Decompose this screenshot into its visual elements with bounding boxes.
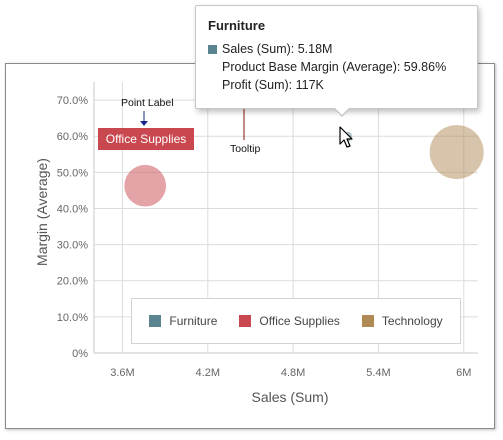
y-axis-label: Margin (Average) [34, 158, 50, 266]
point-technology[interactable] [429, 125, 484, 180]
furniture-tooltip: Furniture Sales (Sum): 5.18M Product Bas… [195, 5, 478, 117]
point-office-supplies[interactable] [124, 164, 167, 207]
y-tick-label: 30.0% [57, 240, 88, 252]
chart-panel [5, 63, 495, 429]
legend-swatch-office-supplies [239, 315, 252, 327]
tooltip-row-profit: Profit (Sum): 117K [222, 78, 324, 92]
x-tick-label: 4.8M [281, 367, 305, 379]
x-tick-label: 5.4M [366, 367, 390, 379]
tooltip-swatch [208, 44, 217, 54]
office-supplies-point-label: Office Supplies [98, 128, 194, 150]
y-tick-label: 10.0% [57, 312, 88, 324]
tick-labels: 0% 10.0% 20.0% 30.0% 40.0% 50.0% 60.0% 70.0% 3.6… [57, 95, 472, 379]
axes [93, 82, 478, 354]
y-tick-label: 70.0% [57, 95, 88, 107]
chart-legend: Furniture Office Supplies Technology [131, 298, 461, 344]
tooltip-sales-text: Sales (Sum): 5.18M [222, 42, 333, 56]
y-tick-label: 60.0% [57, 131, 88, 143]
tooltip-row-margin: Product Base Margin (Average): 59.86% [222, 60, 447, 74]
tooltip-title: Furniture [208, 18, 266, 33]
y-tick-label: 40.0% [57, 203, 88, 215]
x-tick-label: 4.2M [196, 367, 220, 379]
legend-swatch-technology [361, 315, 374, 327]
legend-label-furniture: Furniture [169, 314, 218, 328]
point-label-caption: Point Label [121, 97, 174, 109]
legend-item-office-supplies[interactable]: Office Supplies [239, 314, 340, 328]
legend-swatch-furniture [149, 315, 162, 327]
legend-label-office-supplies: Office Supplies [259, 314, 340, 328]
legend-item-technology[interactable]: Technology [361, 314, 443, 328]
x-tick-label: 6M [456, 367, 471, 379]
y-tick-label: 0% [72, 348, 88, 360]
data-points [124, 125, 484, 207]
mouse-pointer-icon [339, 126, 353, 148]
x-tick-label: 3.6M [110, 367, 134, 379]
tooltip-row-sales: Sales (Sum): 5.18M [208, 40, 465, 58]
y-tick-label: 20.0% [57, 276, 88, 288]
y-tick-label: 50.0% [57, 167, 88, 179]
legend-label-technology: Technology [381, 314, 443, 328]
x-axis-label: Sales (Sum) [251, 389, 328, 405]
tooltip-caption: Tooltip [230, 143, 261, 155]
point-label-arrowhead [140, 121, 148, 126]
tooltip-caret-inner [334, 107, 350, 115]
legend-item-furniture[interactable]: Furniture [149, 314, 217, 328]
